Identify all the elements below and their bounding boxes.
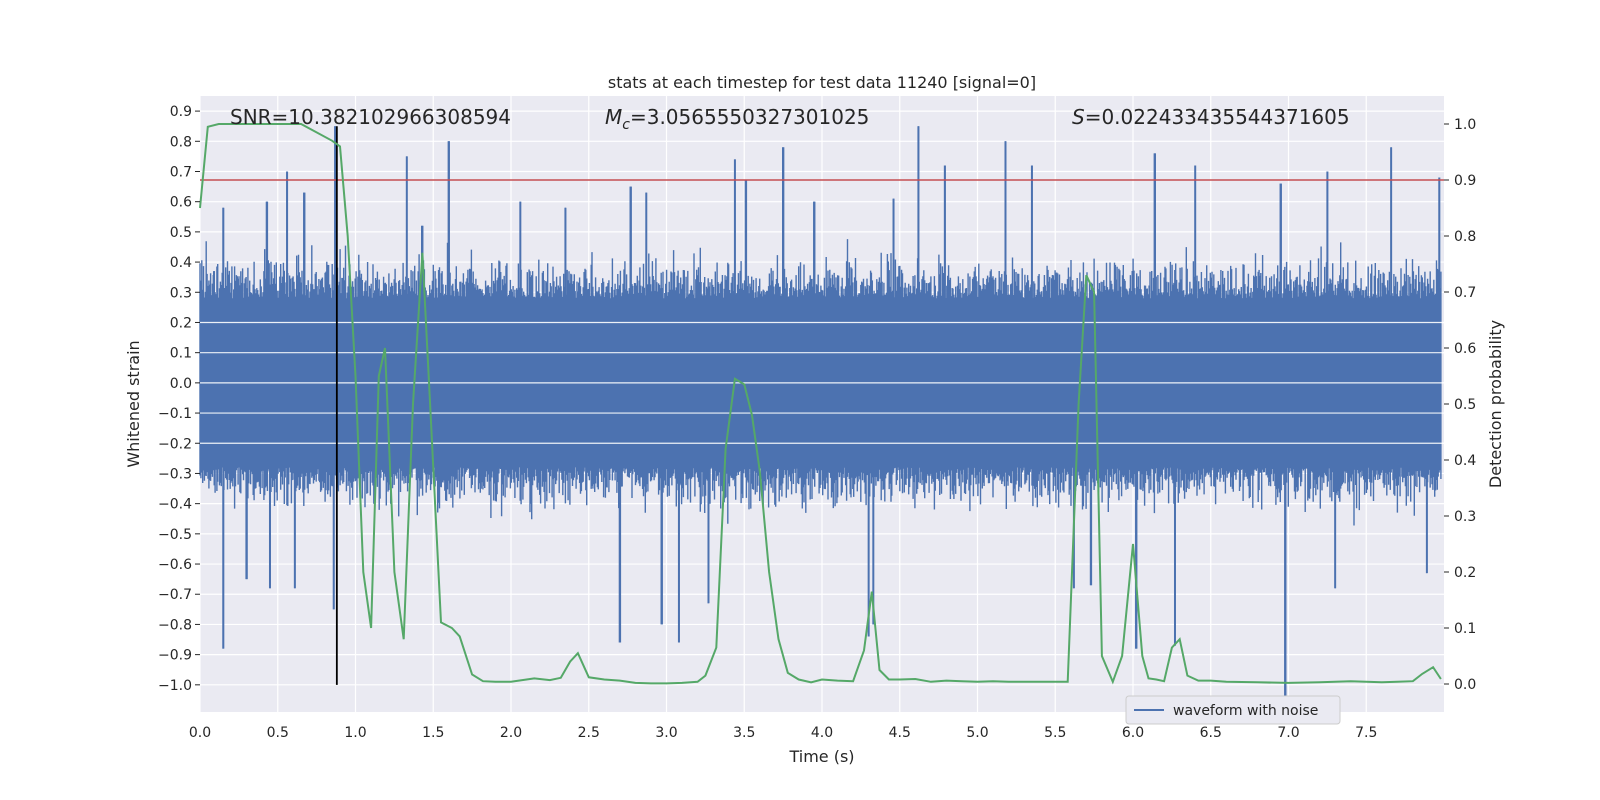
x-ticks: 0.0 0.5 1.0 1.5 2.0 2.5 3.0 3.5 4.0 4.5 5.0 5.5 6.0 6… bbox=[189, 725, 1378, 741]
y-tick-label: −0.8 bbox=[158, 617, 192, 633]
y2-tick-label: 0.4 bbox=[1454, 453, 1476, 469]
s-symbol: S bbox=[1072, 105, 1085, 129]
detection-probability-line bbox=[199, 123, 1442, 685]
signal-area bbox=[199, 126, 1444, 700]
x-tick-label: 4.5 bbox=[889, 725, 911, 741]
x-tick-label: 0.5 bbox=[267, 725, 289, 741]
x-tick-label: 0.0 bbox=[189, 725, 211, 741]
y2-axis-label: Detection probability bbox=[1486, 320, 1505, 488]
y-tick-label: 0.3 bbox=[170, 285, 192, 301]
x-tick-label: 3.5 bbox=[733, 725, 755, 741]
y-tick-label: 0.9 bbox=[170, 104, 192, 120]
y2-tick-label: 0.5 bbox=[1454, 397, 1476, 413]
overlay-lines bbox=[199, 123, 1444, 685]
x-tick-label: 1.5 bbox=[422, 725, 444, 741]
y-tick-label: −0.6 bbox=[158, 557, 192, 573]
x-tick-label: 7.5 bbox=[1355, 725, 1377, 741]
x-tick-label: 4.0 bbox=[811, 725, 833, 741]
y-tick-label: −0.1 bbox=[158, 406, 192, 422]
y2-tick-label: 1.0 bbox=[1454, 117, 1476, 133]
y-tick-label: −0.4 bbox=[158, 497, 192, 513]
x-tick-label: 6.5 bbox=[1200, 725, 1222, 741]
s-annotation: S=0.022433435544371605 bbox=[1072, 105, 1350, 129]
x-tick-label: 5.5 bbox=[1044, 725, 1066, 741]
y-tick-label: 0.6 bbox=[170, 195, 192, 211]
legend-box bbox=[1125, 695, 1341, 725]
y2-tick-label: 0.9 bbox=[1454, 173, 1476, 189]
x-tick-label: 2.0 bbox=[500, 725, 522, 741]
x-tick-label: 2.5 bbox=[578, 725, 600, 741]
x-tick-label: 1.0 bbox=[344, 725, 366, 741]
y-tick-label: 0.0 bbox=[170, 376, 192, 392]
y-tick-label: −1.0 bbox=[158, 678, 192, 694]
y-tick-label: −0.3 bbox=[158, 466, 192, 482]
chirp-mass-annotation: Mc=3.0565550327301025 bbox=[605, 105, 869, 133]
y-tick-label: −0.9 bbox=[158, 648, 192, 664]
y-tick-label: 0.7 bbox=[170, 164, 192, 180]
y-tick-label: −0.2 bbox=[158, 436, 192, 452]
y2-tick-label: 0.0 bbox=[1454, 677, 1476, 693]
y-tick-label: 0.1 bbox=[170, 346, 192, 362]
y-tick-label: 0.8 bbox=[170, 134, 192, 150]
y2-tick-label: 0.2 bbox=[1454, 565, 1476, 581]
chirp-mass-value: =3.0565550327301025 bbox=[630, 105, 869, 129]
x-tick-label: 5.0 bbox=[966, 725, 988, 741]
y-ticks: 0.9 0.8 0.7 0.6 0.5 0.4 0.3 0.2 0.1 0.0 −0.1 −0.2 −0… bbox=[158, 104, 200, 694]
y2-tick-label: 0.3 bbox=[1454, 509, 1476, 525]
y-tick-label: 0.5 bbox=[170, 225, 192, 241]
chart-title: stats at each timestep for test data 112… bbox=[608, 73, 1036, 92]
y-tick-label: 0.2 bbox=[170, 315, 192, 331]
x-tick-label: 3.0 bbox=[655, 725, 677, 741]
snr-annotation: SNR=10.382102966308594 bbox=[230, 105, 511, 129]
y2-tick-label: 0.1 bbox=[1454, 621, 1476, 637]
chirp-mass-subscript: c bbox=[622, 117, 630, 133]
x-tick-label: 6.0 bbox=[1122, 725, 1144, 741]
y2-tick-label: 0.7 bbox=[1454, 285, 1476, 301]
y-tick-label: −0.7 bbox=[158, 587, 192, 603]
chirp-mass-symbol: M bbox=[605, 105, 622, 129]
legend-entry: waveform with noise bbox=[1173, 703, 1318, 719]
y2-tick-label: 0.6 bbox=[1454, 341, 1476, 357]
x-tick-label: 7.0 bbox=[1277, 725, 1299, 741]
legend: waveform with noise bbox=[1125, 695, 1341, 725]
y2-tick-label: 0.8 bbox=[1454, 229, 1476, 245]
s-value: =0.022433435544371605 bbox=[1085, 105, 1350, 129]
y2-ticks: 1.0 0.9 0.8 0.7 0.6 0.5 0.4 0.3 0.2 0.1 0.0 bbox=[1444, 117, 1476, 693]
x-axis-label: Time (s) bbox=[788, 747, 854, 766]
y-axis-label: Whitened strain bbox=[124, 340, 143, 467]
y-tick-label: 0.4 bbox=[170, 255, 192, 271]
y-tick-label: −0.5 bbox=[158, 527, 192, 543]
